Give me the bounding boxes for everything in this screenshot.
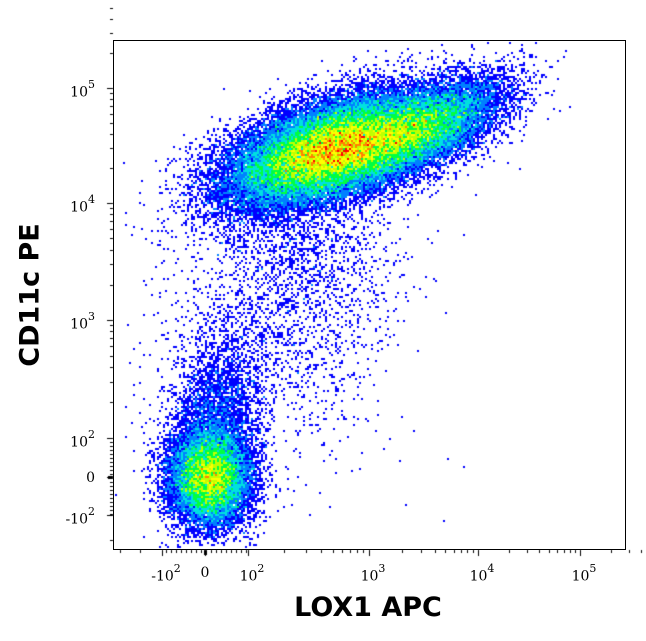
y-tick-label: 103	[70, 310, 95, 333]
x-axis-title: LOX1 APC	[294, 592, 442, 623]
y-tick-label: -102	[65, 505, 95, 528]
x-tick-label: 102	[239, 562, 265, 585]
x-tick-label: 0	[200, 565, 210, 581]
y-tick-label: 105	[70, 78, 95, 101]
y-tick-label: 0	[86, 470, 95, 486]
x-tick-label: 105	[571, 562, 597, 585]
x-tick-label: 104	[469, 562, 495, 585]
y-tick-label: 102	[70, 428, 95, 451]
y-tick-label: 104	[70, 193, 95, 216]
x-tick-label: -102	[151, 562, 181, 585]
x-tick-label: 103	[360, 562, 386, 585]
y-axis-title: CD11c PE	[14, 223, 46, 367]
